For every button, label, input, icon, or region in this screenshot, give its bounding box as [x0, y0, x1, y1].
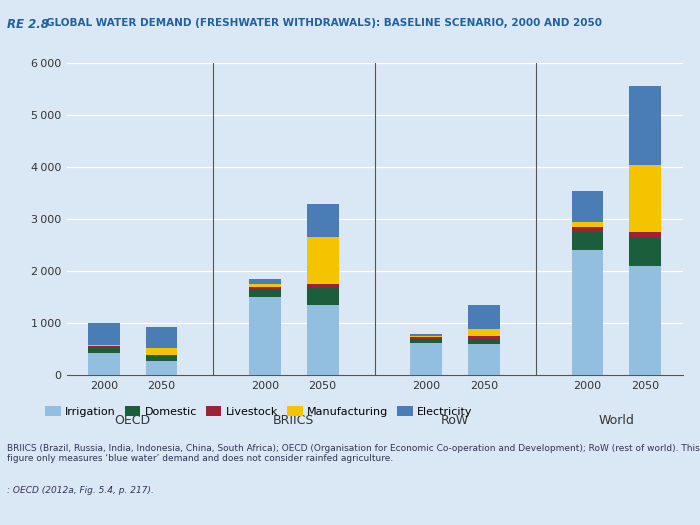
Bar — [307, 284, 339, 287]
Bar — [629, 237, 661, 266]
Bar — [572, 191, 603, 222]
Text: RoW: RoW — [441, 414, 469, 427]
Bar — [629, 232, 661, 237]
Bar — [307, 204, 339, 237]
Bar — [146, 361, 177, 375]
Bar — [468, 329, 500, 337]
Text: BRIICS: BRIICS — [273, 414, 314, 427]
Bar — [410, 339, 442, 343]
Bar — [146, 354, 177, 355]
Bar — [468, 337, 500, 339]
Bar — [88, 344, 120, 346]
Bar — [88, 346, 120, 348]
Bar — [307, 287, 339, 305]
Bar — [468, 339, 500, 344]
Bar — [249, 287, 281, 289]
Text: OECD: OECD — [115, 414, 150, 427]
Bar — [410, 336, 442, 337]
Text: RE 2.8: RE 2.8 — [7, 18, 49, 31]
Bar — [307, 305, 339, 375]
Bar — [88, 353, 120, 375]
Text: World: World — [598, 414, 634, 427]
Bar — [249, 289, 281, 297]
Bar — [629, 87, 661, 164]
Bar — [307, 237, 339, 284]
Bar — [249, 297, 281, 375]
Bar — [572, 222, 603, 227]
Bar — [249, 284, 281, 287]
Bar — [88, 323, 120, 344]
Text: BRIICS (Brazil, Russia, India, Indonesia, China, South Africa); OECD (Organisati: BRIICS (Brazil, Russia, India, Indonesia… — [7, 444, 700, 463]
Bar — [572, 227, 603, 232]
Bar — [88, 348, 120, 353]
Bar — [146, 328, 177, 348]
Bar — [572, 250, 603, 375]
Bar — [410, 343, 442, 375]
Bar — [410, 334, 442, 336]
Bar — [468, 305, 500, 329]
Bar — [629, 266, 661, 375]
Bar — [410, 337, 442, 339]
Bar — [629, 164, 661, 232]
Bar — [249, 279, 281, 284]
Bar — [146, 355, 177, 361]
Text: GLOBAL WATER DEMAND (FRESHWATER WITHDRAWALS): BASELINE SCENARIO, 2000 AND 2050: GLOBAL WATER DEMAND (FRESHWATER WITHDRAW… — [46, 18, 601, 28]
Bar — [572, 232, 603, 250]
Bar — [146, 348, 177, 354]
Text: : OECD (2012a, Fig. 5.4, p. 217).: : OECD (2012a, Fig. 5.4, p. 217). — [7, 486, 154, 495]
Legend: Irrigation, Domestic, Livestock, Manufacturing, Electricity: Irrigation, Domestic, Livestock, Manufac… — [41, 402, 477, 421]
Bar — [468, 344, 500, 375]
